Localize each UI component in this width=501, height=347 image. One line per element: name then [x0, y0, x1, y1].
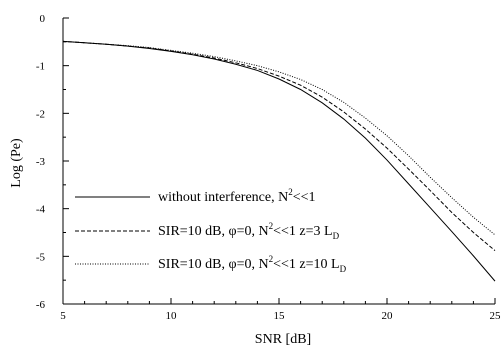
x-tick-label: 10 — [166, 310, 178, 322]
x-tick-label: 25 — [490, 310, 501, 322]
y-tick-label: -6 — [36, 299, 46, 311]
series-line-2 — [62, 40, 496, 251]
y-tick-label: 0 — [40, 13, 46, 25]
series-lines — [62, 40, 496, 282]
y-axis-title: Log (Pe) — [9, 138, 24, 188]
series-line-3 — [62, 40, 496, 236]
series-line-1 — [62, 40, 496, 282]
legend-label-1: without interference, N2<<1 — [158, 187, 316, 205]
x-tick-label: 5 — [60, 310, 66, 322]
y-tick-label: -2 — [36, 108, 45, 120]
legend-label-2: SIR=10 dB, φ=0, N2<<1 z=3 LD — [158, 221, 340, 241]
y-tick-label: -1 — [36, 61, 45, 73]
y-tick-label: -5 — [36, 251, 46, 263]
y-tick-label: -3 — [36, 156, 46, 168]
axes: 5 10 15 20 25 0 -1 -2 -3 -4 -5 -6 — [36, 13, 501, 322]
x-tick-label: 15 — [274, 310, 286, 322]
legend: without interference, N2<<1 SIR=10 dB, φ=… — [75, 187, 347, 274]
y-tick-label: -4 — [36, 204, 46, 216]
x-tick-label: 20 — [382, 310, 394, 322]
x-axis-title: SNR [dB] — [255, 332, 311, 347]
legend-label-3: SIR=10 dB, φ=0, N2<<1 z=10 LD — [158, 254, 347, 274]
